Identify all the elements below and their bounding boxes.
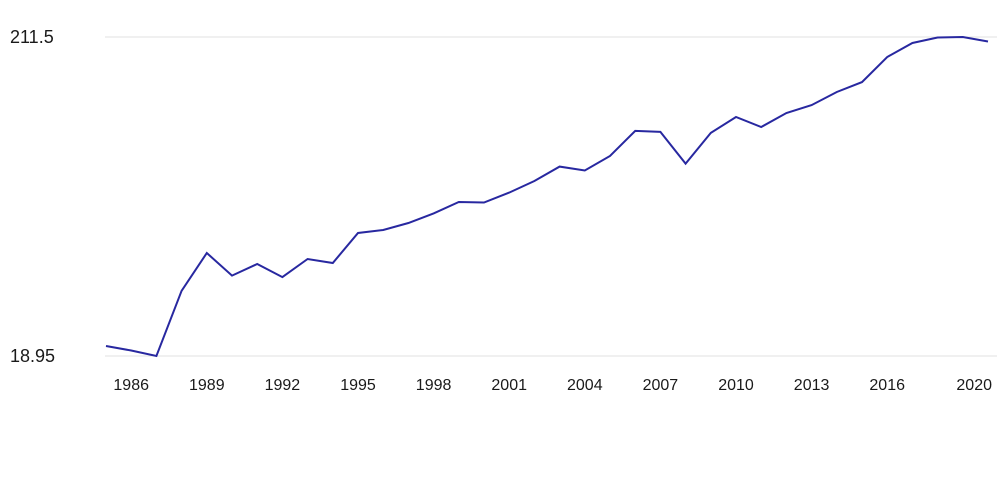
x-tick-label-1986: 1986 [113, 377, 149, 394]
x-tick-label-1992: 1992 [265, 377, 301, 394]
series-line [105, 35, 989, 358]
y-axis-min-label: 18.95 [10, 346, 55, 366]
x-tick-label-2004: 2004 [567, 377, 603, 394]
x-tick-label-1989: 1989 [189, 377, 225, 394]
x-tick-label-2010: 2010 [718, 377, 754, 394]
x-axis-labels: 1986 1989 1992 1995 1998 2001 2004 2007 2010 2013… [113, 377, 992, 394]
x-tick-label-1998: 1998 [416, 377, 452, 394]
x-tick-label-2007: 2007 [643, 377, 679, 394]
x-tick-label-2013: 2013 [794, 377, 830, 394]
y-axis-max-label: 211.5 [10, 27, 54, 47]
gridlines [105, 36, 997, 357]
x-tick-label-2016: 2016 [869, 377, 905, 394]
x-tick-label-2001: 2001 [491, 377, 527, 394]
x-tick-label-1995: 1995 [340, 377, 376, 394]
y-axis-labels: 211.5 18.95 [10, 27, 55, 366]
x-tick-label-2020: 2020 [956, 377, 992, 394]
